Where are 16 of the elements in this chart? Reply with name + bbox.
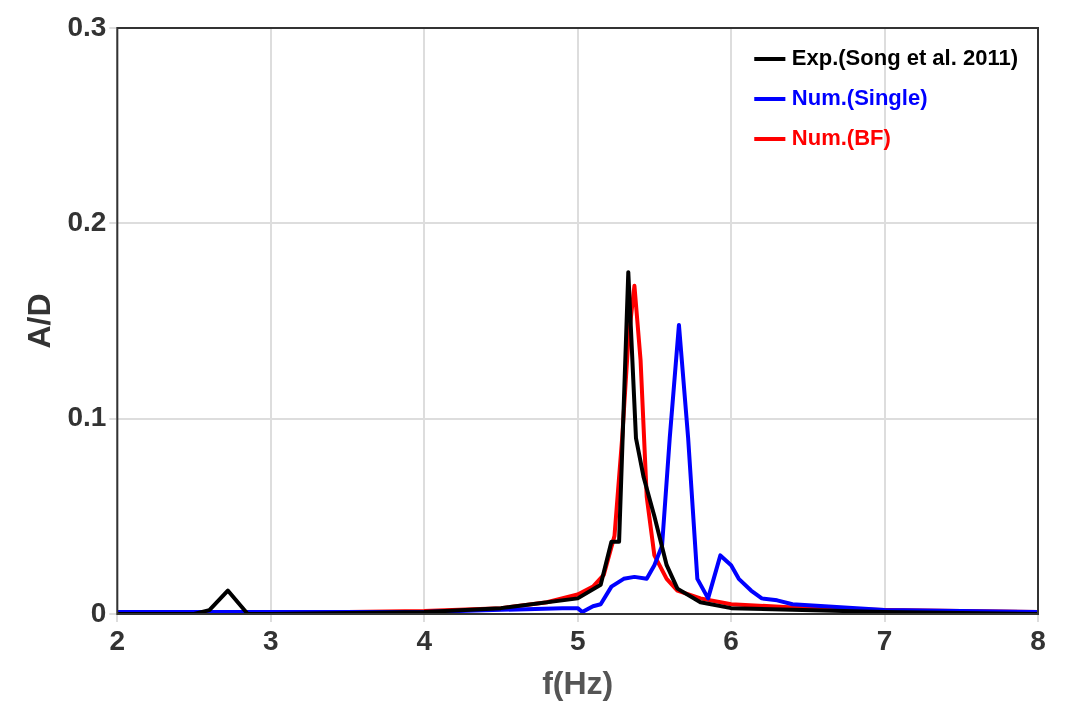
x-tick-label: 2 <box>109 624 126 656</box>
legend-label: Num.(BF) <box>791 125 891 151</box>
y-axis-title: A/D <box>21 293 58 349</box>
x-tick-label: 3 <box>262 624 279 656</box>
y-tick-label: 0 <box>90 596 107 628</box>
x-tick-label: 5 <box>569 624 586 656</box>
y-tick-label: 0.1 <box>67 401 107 433</box>
x-tick-label: 8 <box>1030 624 1046 656</box>
legend-label: Exp.(Song et al. 2011) <box>791 45 1018 71</box>
legend-label: Num.(Single) <box>791 85 928 111</box>
x-tick-label: 4 <box>416 624 433 656</box>
y-tick-label: 0.3 <box>67 10 107 42</box>
x-axis-title: f(Hz) <box>542 664 614 701</box>
x-tick-label: 7 <box>876 624 893 656</box>
y-tick-label: 0.2 <box>67 206 107 238</box>
x-tick-label: 6 <box>723 624 739 656</box>
